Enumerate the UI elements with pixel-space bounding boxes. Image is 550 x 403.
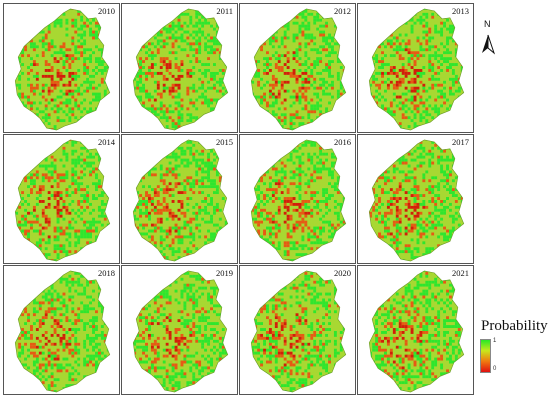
panel-year-label: 2021 bbox=[452, 268, 469, 278]
map-panel-2017: 2017 bbox=[357, 134, 474, 264]
probability-texture bbox=[133, 8, 228, 131]
map-panel-2013: 2013 bbox=[357, 3, 474, 133]
province-probability-map bbox=[14, 139, 111, 262]
province-probability-map bbox=[132, 139, 229, 262]
province-probability-map bbox=[250, 270, 347, 393]
panel-year-label: 2020 bbox=[334, 268, 351, 278]
north-arrow-icon bbox=[482, 34, 496, 55]
probability-texture bbox=[133, 139, 228, 262]
probability-texture bbox=[15, 270, 110, 393]
panel-year-label: 2010 bbox=[98, 6, 115, 16]
legend-max-label: 1 bbox=[493, 338, 497, 344]
probability-texture bbox=[15, 8, 110, 131]
panel-year-label: 2012 bbox=[334, 6, 351, 16]
probability-texture bbox=[369, 8, 464, 131]
probability-texture bbox=[133, 270, 228, 393]
map-panel-2020: 2020 bbox=[239, 265, 356, 395]
map-panel-2019: 2019 bbox=[121, 265, 238, 395]
legend-title: Probability bbox=[481, 318, 548, 334]
legend-color-bar bbox=[480, 339, 491, 373]
province-probability-map bbox=[368, 139, 465, 262]
probability-texture bbox=[369, 270, 464, 393]
probability-texture bbox=[251, 8, 346, 131]
province-probability-map bbox=[250, 8, 347, 131]
province-probability-map bbox=[250, 139, 347, 262]
panel-year-label: 2014 bbox=[98, 137, 115, 147]
map-panel-2018: 2018 bbox=[3, 265, 120, 395]
probability-texture bbox=[251, 270, 346, 393]
map-panel-2014: 2014 bbox=[3, 134, 120, 264]
province-probability-map bbox=[368, 270, 465, 393]
probability-texture bbox=[369, 139, 464, 262]
north-label: N bbox=[484, 19, 491, 29]
panel-year-label: 2016 bbox=[334, 137, 351, 147]
province-probability-map bbox=[132, 270, 229, 393]
panel-year-label: 2019 bbox=[216, 268, 233, 278]
map-panel-2021: 2021 bbox=[357, 265, 474, 395]
province-probability-map bbox=[132, 8, 229, 131]
probability-texture bbox=[15, 139, 110, 262]
probability-texture bbox=[251, 139, 346, 262]
province-probability-map bbox=[368, 8, 465, 131]
panel-year-label: 2015 bbox=[216, 137, 233, 147]
panel-year-label: 2018 bbox=[98, 268, 115, 278]
panel-year-label: 2013 bbox=[452, 6, 469, 16]
province-probability-map bbox=[14, 270, 111, 393]
panel-year-label: 2017 bbox=[452, 137, 469, 147]
map-panel-2015: 2015 bbox=[121, 134, 238, 264]
map-panel-2016: 2016 bbox=[239, 134, 356, 264]
province-probability-map bbox=[14, 8, 111, 131]
map-panel-2011: 2011 bbox=[121, 3, 238, 133]
panel-year-label: 2011 bbox=[216, 6, 233, 16]
map-panel-2012: 2012 bbox=[239, 3, 356, 133]
legend-min-label: 0 bbox=[493, 366, 497, 372]
map-panel-2010: 2010 bbox=[3, 3, 120, 133]
